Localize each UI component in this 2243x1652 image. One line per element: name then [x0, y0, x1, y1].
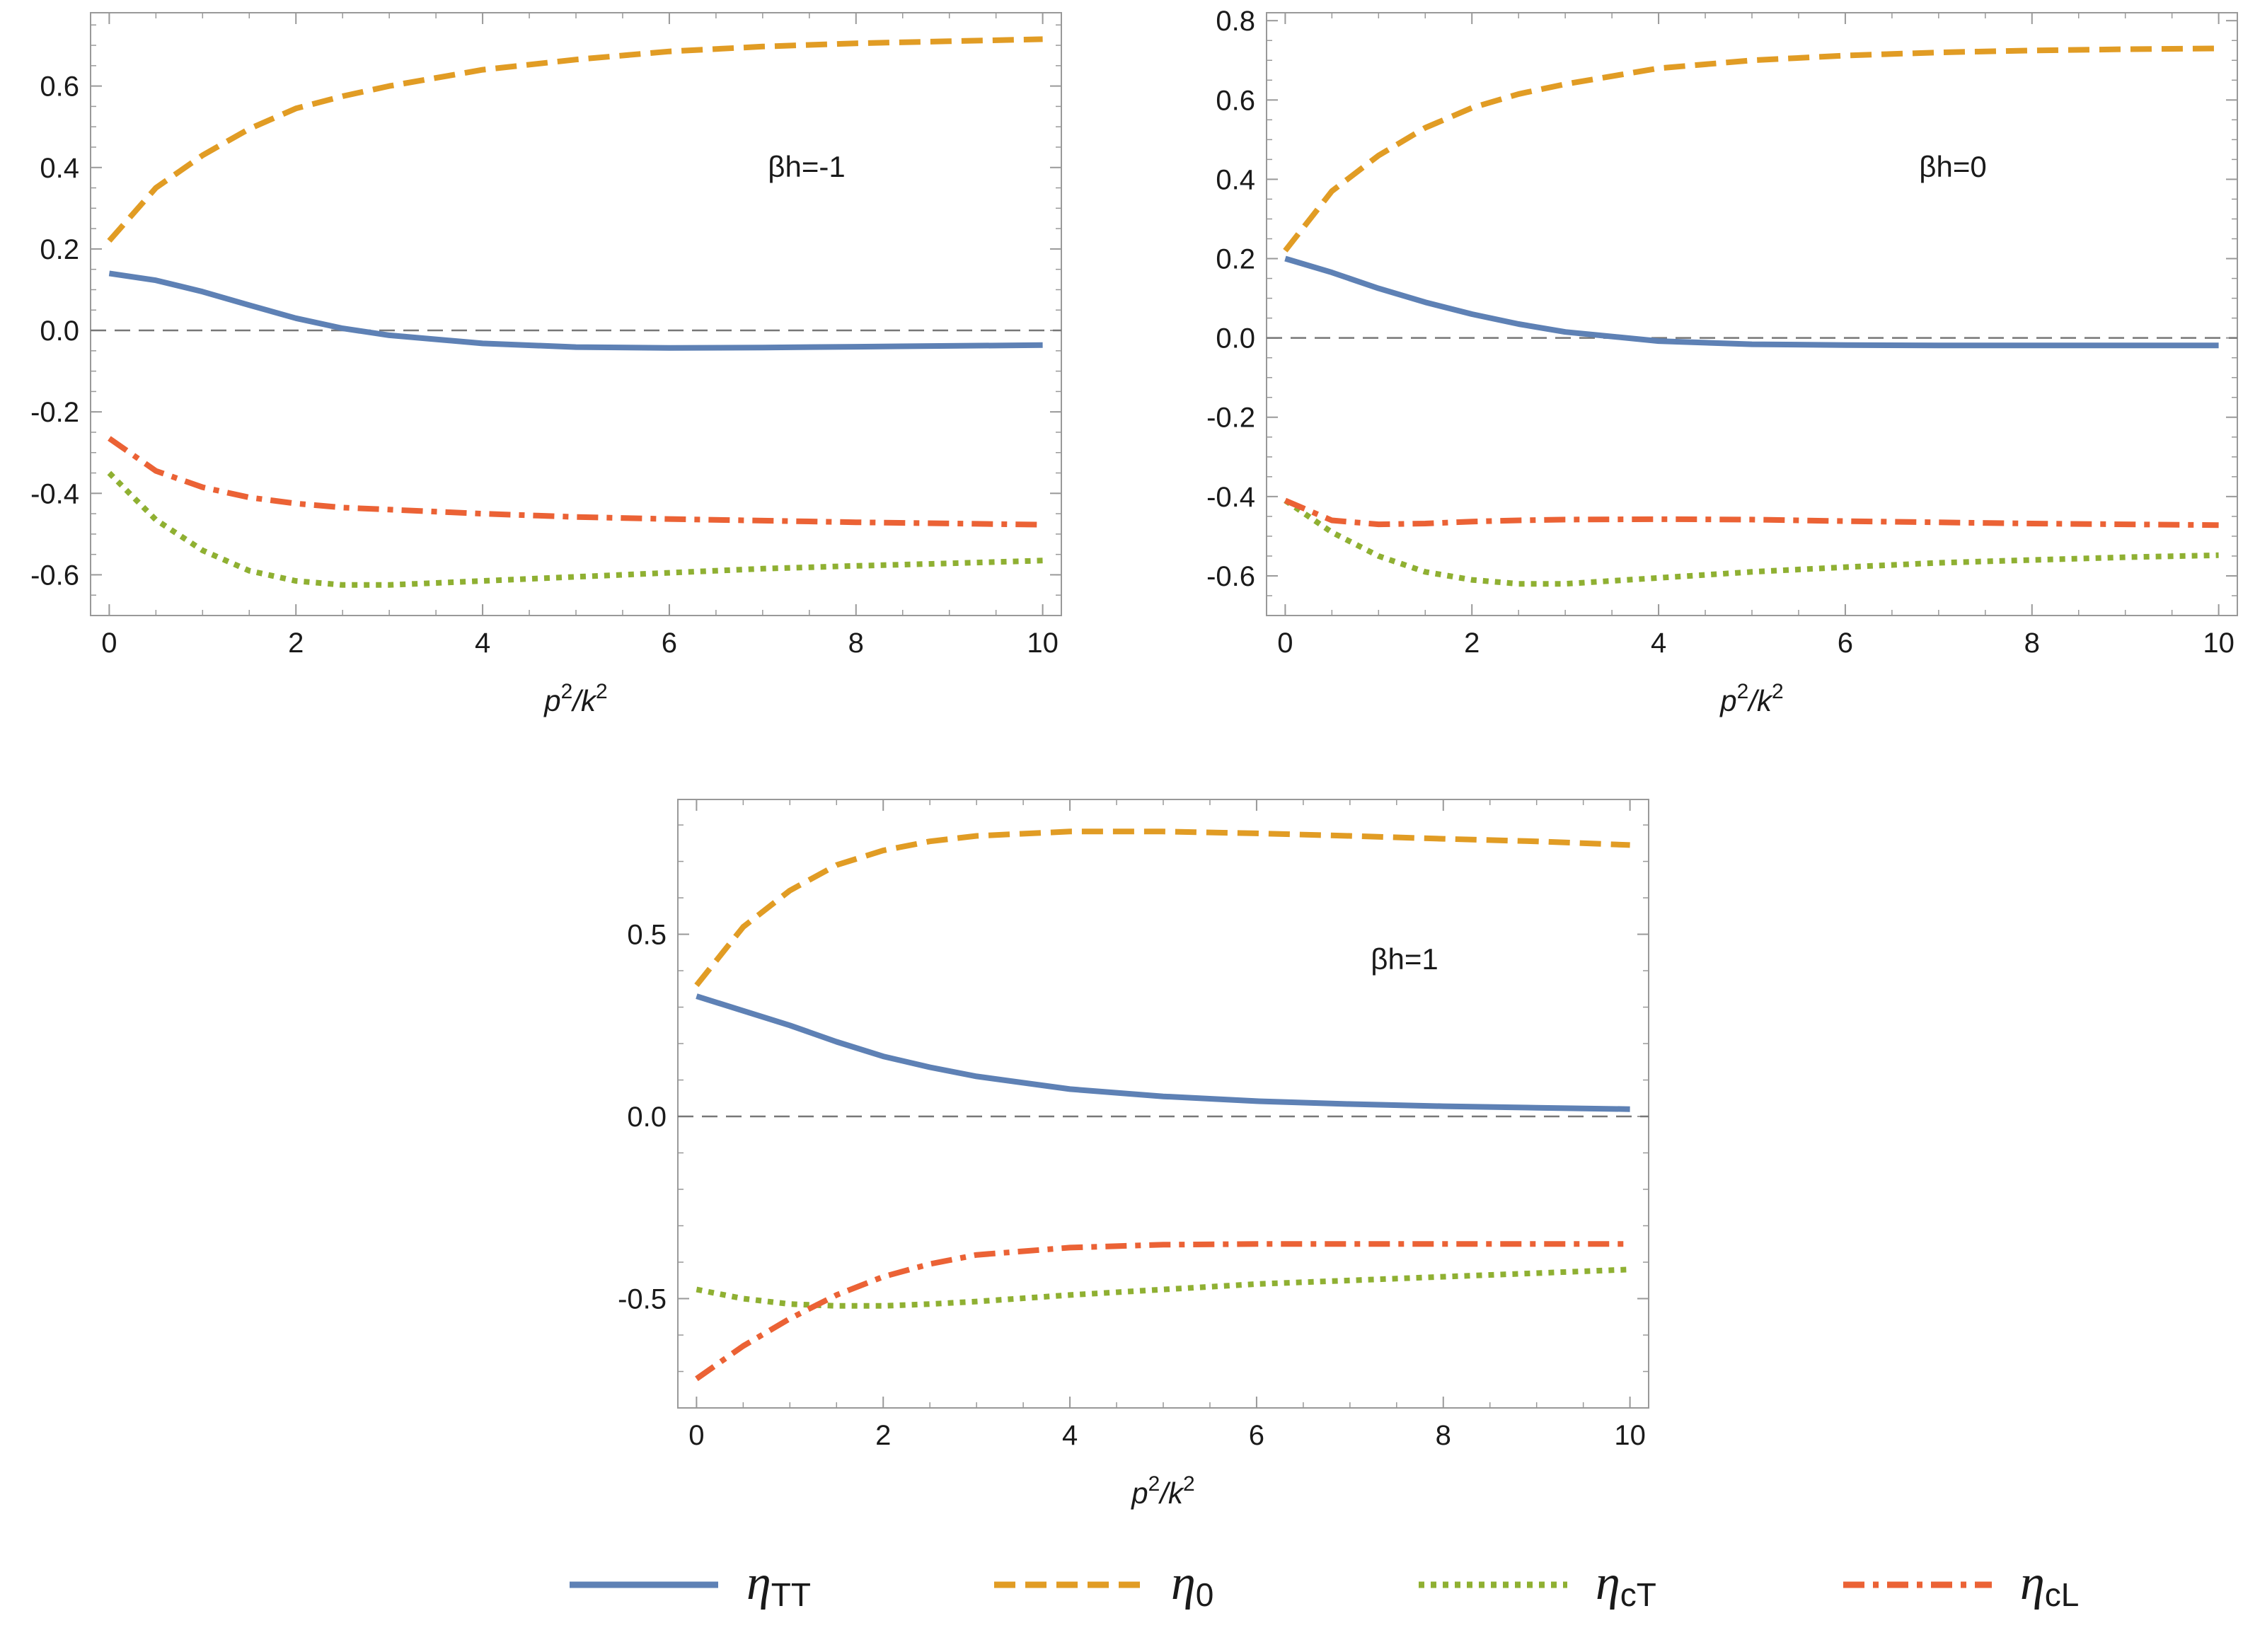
x-tick-label: 0 — [688, 1420, 704, 1451]
series-line — [696, 1266, 1630, 1309]
x-tick-label: 10 — [1614, 1420, 1646, 1451]
y-tick-label: 0.8 — [1216, 6, 1255, 37]
x-tick-label: 4 — [1651, 628, 1666, 659]
x-tick-label: 4 — [1062, 1420, 1078, 1451]
x-tick-label: 6 — [662, 628, 677, 659]
y-tick-label: -0.4 — [30, 478, 79, 509]
x-tick-label: 8 — [1436, 1420, 1451, 1451]
legend-label: ηcL — [2020, 1556, 2079, 1613]
plot-frame — [677, 799, 1649, 1409]
y-tick-label: -0.6 — [1206, 561, 1255, 592]
series-line — [108, 270, 1043, 351]
x-tick-label: 8 — [2024, 628, 2040, 659]
y-tick-label: 0.0 — [627, 1102, 667, 1133]
beta-annotation: βh=-1 — [768, 150, 845, 183]
beta-annotation: βh=0 — [1919, 150, 1986, 183]
legend: ηTT η0 ηcT ηcL — [570, 1556, 2079, 1613]
y-tick-label: 0.2 — [40, 234, 79, 265]
x-tick-label: 8 — [848, 628, 864, 659]
y-tick-label: -0.5 — [618, 1284, 667, 1315]
legend-label: ηTT — [746, 1556, 811, 1613]
series-line — [1284, 255, 2219, 349]
x-tick-label: 4 — [475, 628, 490, 659]
x-axis-label: p2/k2 — [1719, 680, 1783, 717]
series-line — [1284, 497, 2219, 528]
x-axis-label: p2/k2 — [543, 680, 607, 717]
x-tick-label: 6 — [1838, 628, 1853, 659]
panel-beta-1: 0 2 4 6 8 10 -0.5 0.0 0.5 p2/k2 βh=1 — [618, 799, 1649, 1510]
y-tick-label: 0.6 — [40, 71, 79, 103]
y-tick-label: 0.5 — [627, 920, 667, 951]
panel-beta-0: 0 2 4 6 8 10 -0.6 -0.4 -0.2 0.0 0.2 0.4 0.6 0.8 p2/k2 β… — [1206, 6, 2238, 717]
y-tick-label: -0.6 — [30, 560, 79, 591]
x-tick-label: 2 — [1464, 628, 1480, 659]
series-line — [108, 436, 1043, 528]
y-tick-label: -0.4 — [1206, 482, 1255, 513]
series-line — [107, 470, 1043, 588]
panel-beta-minus-1: 0 2 4 6 8 10 -0.6 -0.4 -0.2 0.0 0.2 0.4 0.6 p2/k2 βh=-… — [30, 12, 1062, 717]
x-tick-label: 0 — [1277, 628, 1293, 659]
y-tick-label: 0.6 — [1216, 85, 1255, 116]
y-tick-label: -0.2 — [1206, 403, 1255, 434]
x-tick-label: 6 — [1249, 1420, 1264, 1451]
series-line — [694, 828, 1630, 988]
y-tick-label: 0.0 — [40, 316, 79, 347]
series-line — [695, 1241, 1630, 1382]
series-line — [1284, 498, 2219, 587]
x-tick-label: 10 — [1027, 628, 1059, 659]
series-line — [107, 36, 1043, 243]
series-line — [696, 993, 1630, 1112]
legend-label: ηcT — [1596, 1556, 1656, 1613]
x-axis-label: p2/k2 — [1130, 1472, 1194, 1510]
beta-annotation: βh=1 — [1371, 942, 1438, 976]
y-tick-label: 0.0 — [1216, 323, 1255, 354]
y-tick-label: 0.4 — [1216, 164, 1255, 195]
y-tick-label: 0.2 — [1216, 244, 1255, 275]
x-tick-label: 10 — [2203, 628, 2235, 659]
x-tick-label: 0 — [101, 628, 117, 659]
y-tick-label: -0.2 — [30, 397, 79, 428]
series-line — [1283, 45, 2219, 253]
y-tick-label: 0.4 — [40, 153, 79, 184]
x-tick-label: 2 — [875, 1420, 891, 1451]
legend-label: η0 — [1171, 1556, 1213, 1613]
x-tick-label: 2 — [288, 628, 304, 659]
